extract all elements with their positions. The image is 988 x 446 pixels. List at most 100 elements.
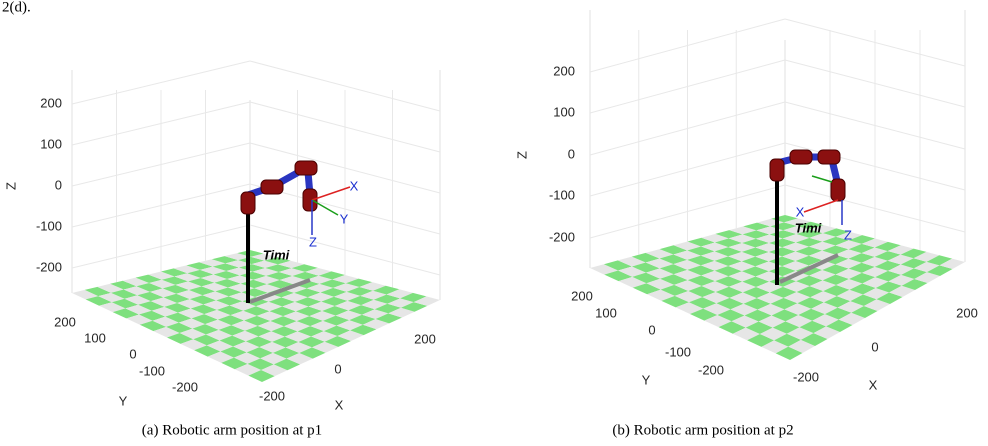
floor-tile bbox=[137, 291, 164, 302]
floor-tile bbox=[674, 280, 702, 291]
floor-tile bbox=[139, 320, 167, 332]
floor-tile bbox=[700, 251, 729, 261]
floor-tile bbox=[743, 298, 771, 310]
floor-tile bbox=[645, 249, 674, 259]
z-tick-label: 200 bbox=[553, 63, 575, 78]
floor-tile bbox=[348, 305, 375, 315]
floor-tile bbox=[200, 274, 228, 283]
frame-axis bbox=[311, 186, 351, 201]
floor-tile bbox=[745, 321, 773, 334]
grid-line bbox=[71, 224, 251, 269]
floor-tile bbox=[913, 251, 940, 262]
floor-tile bbox=[111, 289, 138, 299]
robot-joint bbox=[817, 149, 841, 165]
floor-tile bbox=[861, 247, 888, 257]
robot-joint bbox=[769, 158, 785, 182]
floor-tile bbox=[742, 230, 770, 239]
floor-tile bbox=[744, 309, 772, 322]
floor-tile bbox=[809, 233, 836, 242]
floor-tile bbox=[345, 278, 373, 288]
floor-tile bbox=[714, 238, 743, 248]
floor-tile bbox=[203, 300, 230, 310]
floor-tile bbox=[191, 314, 218, 325]
floor-tile bbox=[308, 301, 335, 312]
floor-tile bbox=[179, 328, 206, 340]
floor-tile bbox=[714, 247, 742, 257]
floor-tile bbox=[901, 268, 927, 279]
floor-tile bbox=[124, 295, 151, 305]
y-tick-label: -100 bbox=[139, 363, 165, 378]
floor-tile bbox=[265, 264, 292, 273]
y-tick-label: 100 bbox=[595, 305, 617, 320]
floor-tile bbox=[729, 292, 757, 304]
robot-joint bbox=[830, 178, 846, 202]
floor-tile bbox=[646, 278, 675, 290]
floor-tile bbox=[243, 306, 270, 316]
floor-tile bbox=[809, 225, 837, 234]
y-tick-label: 0 bbox=[648, 322, 655, 337]
floor-tile bbox=[795, 246, 823, 256]
floor-tile bbox=[800, 333, 828, 346]
floor-tile bbox=[167, 333, 194, 344]
floor-tile bbox=[216, 296, 243, 306]
floor-tile bbox=[230, 310, 257, 321]
floor-tile bbox=[660, 274, 688, 285]
floor-tile bbox=[835, 240, 862, 250]
floor-tile bbox=[299, 347, 326, 359]
y-tick-label: -200 bbox=[172, 379, 198, 394]
floor-tile bbox=[237, 250, 264, 257]
frame-label: X bbox=[796, 204, 805, 219]
floor-tile bbox=[659, 245, 688, 255]
floor-tile bbox=[900, 258, 927, 269]
floor-tile bbox=[166, 322, 193, 334]
floor-tile bbox=[810, 291, 837, 303]
floor-tile bbox=[888, 274, 915, 286]
floor-tile bbox=[874, 251, 901, 261]
floor-tile bbox=[836, 278, 863, 290]
floor-tile bbox=[701, 233, 729, 243]
floor-tile bbox=[775, 346, 803, 360]
grid-line bbox=[71, 183, 251, 228]
floor-tile bbox=[822, 264, 849, 275]
floor-tile bbox=[264, 257, 291, 265]
floor-tile bbox=[687, 237, 715, 247]
floor-tile bbox=[99, 302, 126, 313]
floor-tile bbox=[822, 236, 849, 246]
floor-tile bbox=[333, 283, 360, 292]
floor-tile bbox=[674, 290, 703, 303]
floor-tile bbox=[647, 289, 675, 301]
floor-tile bbox=[761, 340, 789, 354]
floor-tile bbox=[295, 297, 322, 307]
floor-tile bbox=[125, 304, 152, 315]
floor-tile bbox=[306, 283, 334, 293]
frame-label: X bbox=[350, 178, 359, 193]
floor-tile bbox=[219, 335, 246, 347]
floor-tile bbox=[823, 285, 850, 297]
y-tick-label: -200 bbox=[698, 362, 724, 377]
floor-tile bbox=[192, 324, 219, 335]
floor-tile bbox=[217, 315, 245, 326]
floor-tile bbox=[811, 302, 838, 315]
floor-tile bbox=[926, 255, 953, 266]
floor-tile bbox=[875, 270, 902, 282]
floor-tile bbox=[258, 331, 285, 342]
floor-tile bbox=[848, 262, 875, 273]
floor-tile bbox=[85, 296, 112, 306]
floor-tile bbox=[229, 301, 256, 311]
floor-tile bbox=[861, 266, 889, 278]
floor-tile bbox=[305, 267, 332, 276]
floor-tile bbox=[715, 286, 743, 298]
z-tick-label: 100 bbox=[553, 104, 575, 119]
floor-tile bbox=[177, 299, 204, 309]
floor-tile bbox=[375, 313, 402, 324]
frame-axis bbox=[803, 199, 839, 213]
floor-tile bbox=[286, 353, 313, 365]
floor-tile bbox=[295, 306, 323, 317]
floor-tile bbox=[220, 346, 247, 358]
grid-line bbox=[589, 101, 786, 156]
floor-tile bbox=[782, 251, 809, 261]
floor-tile bbox=[742, 238, 770, 248]
floor-tile bbox=[413, 296, 440, 306]
floor-tile bbox=[207, 351, 234, 363]
x-tick-label: 0 bbox=[871, 339, 878, 354]
